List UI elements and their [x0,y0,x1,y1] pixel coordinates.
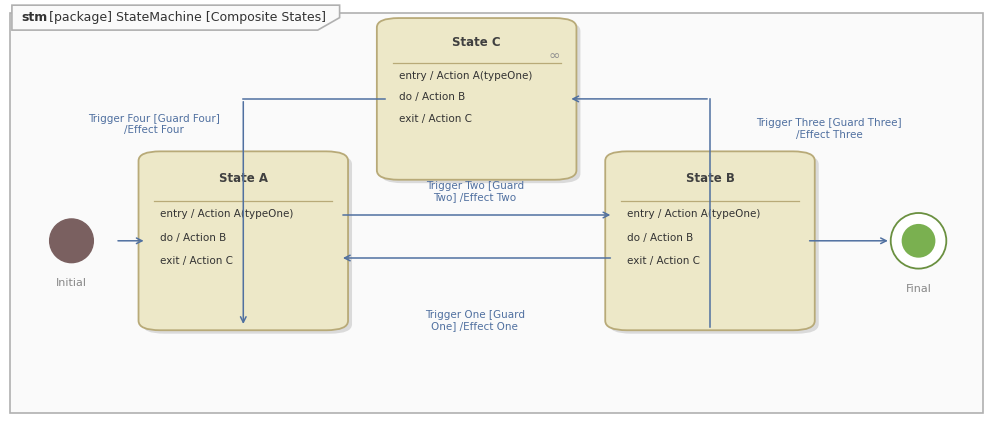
Ellipse shape [891,213,946,269]
FancyBboxPatch shape [376,18,576,180]
Text: Final: Final [906,284,931,294]
Text: exit / Action C: exit / Action C [628,256,700,266]
Polygon shape [12,5,340,30]
Ellipse shape [902,224,935,258]
Text: exit / Action C: exit / Action C [398,114,472,123]
Text: Trigger One [Guard
One] /Effect One: Trigger One [Guard One] /Effect One [425,310,524,331]
Text: do / Action B: do / Action B [398,92,465,102]
Text: entry / Action A(typeOne): entry / Action A(typeOne) [161,209,294,219]
Ellipse shape [50,219,93,263]
Text: State C: State C [453,36,500,49]
Text: Initial: Initial [56,278,87,288]
Text: Trigger Two [Guard
Two] /Effect Two: Trigger Two [Guard Two] /Effect Two [426,181,523,202]
Text: State A: State A [218,172,268,184]
FancyBboxPatch shape [10,13,983,413]
Text: do / Action B: do / Action B [628,233,693,243]
Text: Trigger Three [Guard Three]
/Effect Three: Trigger Three [Guard Three] /Effect Thre… [757,118,902,140]
FancyBboxPatch shape [380,22,580,183]
Text: Trigger Four [Guard Four]
/Effect Four: Trigger Four [Guard Four] /Effect Four [88,114,219,135]
Text: stm: stm [22,11,48,24]
Text: State B: State B [685,172,735,184]
FancyBboxPatch shape [605,151,814,330]
Text: do / Action B: do / Action B [161,233,226,243]
FancyBboxPatch shape [609,155,818,334]
FancyBboxPatch shape [138,151,349,330]
Text: entry / Action A(typeOne): entry / Action A(typeOne) [398,71,532,81]
FancyBboxPatch shape [143,155,353,334]
Text: entry / Action A(typeOne): entry / Action A(typeOne) [628,209,761,219]
Text: [package] StateMachine [Composite States]: [package] StateMachine [Composite States… [49,11,326,24]
Text: ∞: ∞ [548,49,560,63]
Text: exit / Action C: exit / Action C [161,256,233,266]
